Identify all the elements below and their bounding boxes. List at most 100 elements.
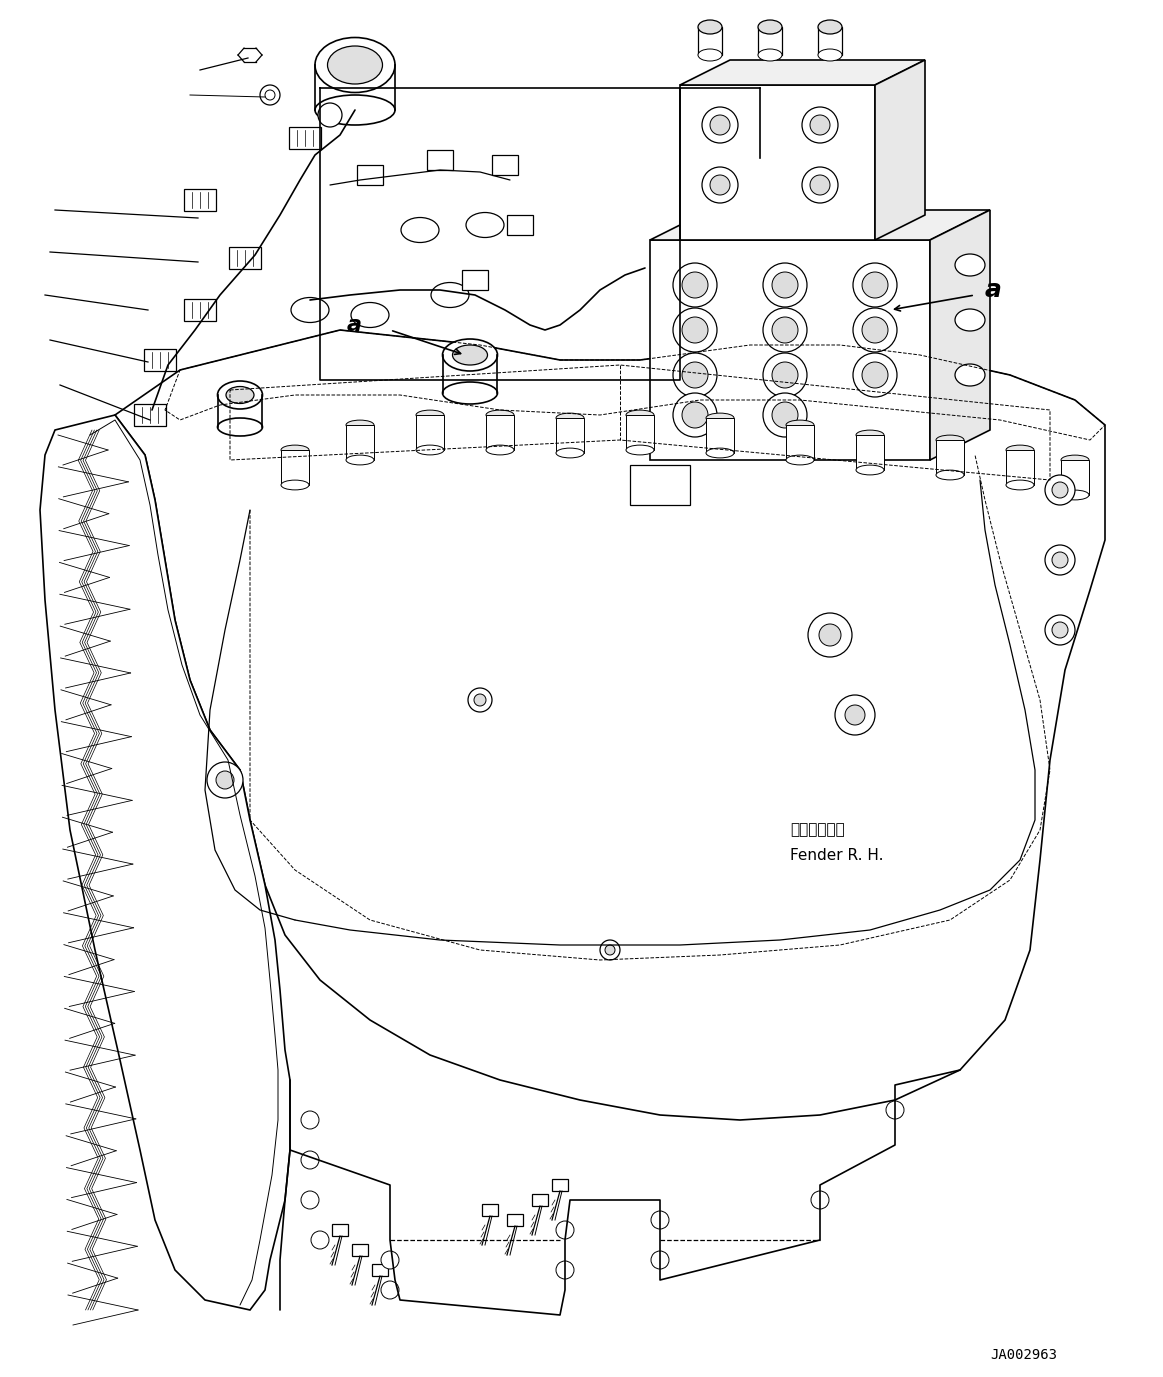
Circle shape [468, 688, 492, 712]
Polygon shape [818, 28, 842, 55]
Polygon shape [115, 330, 1105, 1120]
Ellipse shape [706, 448, 734, 459]
Circle shape [852, 353, 897, 397]
Circle shape [709, 116, 730, 135]
Bar [462, 270, 488, 291]
Polygon shape [680, 85, 875, 240]
Ellipse shape [442, 381, 498, 403]
Ellipse shape [698, 50, 722, 61]
Ellipse shape [818, 21, 842, 34]
Ellipse shape [955, 364, 985, 386]
Bar [481, 1203, 498, 1216]
Circle shape [381, 1250, 399, 1270]
Ellipse shape [315, 95, 395, 125]
Circle shape [846, 705, 865, 726]
Bar [630, 465, 690, 505]
Circle shape [1046, 475, 1075, 505]
Polygon shape [40, 414, 290, 1310]
Polygon shape [698, 28, 722, 55]
Ellipse shape [401, 218, 438, 242]
Circle shape [852, 308, 897, 353]
Bar [706, 419, 734, 453]
Bar [626, 414, 654, 450]
Ellipse shape [626, 410, 654, 420]
Bar [1006, 450, 1034, 485]
Text: a: a [347, 315, 362, 335]
Circle shape [600, 940, 620, 960]
Ellipse shape [856, 430, 884, 439]
Ellipse shape [466, 212, 504, 237]
Circle shape [556, 1221, 575, 1239]
Ellipse shape [758, 50, 782, 61]
Circle shape [1053, 552, 1068, 567]
Circle shape [673, 392, 718, 437]
Ellipse shape [452, 346, 487, 365]
Bar [357, 165, 383, 185]
Circle shape [886, 1102, 904, 1120]
Circle shape [809, 116, 830, 135]
Ellipse shape [217, 419, 263, 437]
Circle shape [673, 353, 718, 397]
Bar [507, 215, 533, 235]
Polygon shape [288, 127, 321, 149]
Circle shape [802, 107, 839, 143]
Ellipse shape [856, 465, 884, 475]
Ellipse shape [556, 448, 584, 459]
Ellipse shape [1061, 490, 1089, 500]
Ellipse shape [706, 413, 734, 423]
Circle shape [763, 308, 807, 353]
Ellipse shape [291, 297, 329, 322]
Circle shape [763, 353, 807, 397]
Ellipse shape [226, 387, 254, 403]
Text: フェンダ　右: フェンダ 右 [790, 822, 844, 837]
Circle shape [709, 175, 730, 196]
Circle shape [862, 317, 889, 343]
Ellipse shape [698, 21, 722, 34]
Text: a: a [985, 278, 1001, 302]
Polygon shape [144, 348, 176, 370]
Bar [347, 425, 374, 460]
Ellipse shape [955, 308, 985, 330]
Ellipse shape [281, 481, 309, 490]
Polygon shape [650, 211, 990, 240]
Ellipse shape [416, 445, 444, 454]
Ellipse shape [556, 413, 584, 423]
Polygon shape [758, 28, 782, 55]
Bar [531, 1194, 548, 1206]
Ellipse shape [486, 410, 514, 420]
Bar [492, 156, 518, 175]
Ellipse shape [328, 45, 383, 84]
Circle shape [862, 273, 889, 297]
Bar [372, 1264, 388, 1276]
Ellipse shape [1061, 456, 1089, 465]
Circle shape [763, 263, 807, 307]
Bar [556, 419, 584, 453]
Ellipse shape [281, 445, 309, 454]
Polygon shape [680, 61, 925, 85]
Circle shape [809, 175, 830, 196]
Polygon shape [650, 240, 930, 460]
Circle shape [1046, 616, 1075, 644]
Ellipse shape [818, 50, 842, 61]
Bar [936, 441, 964, 475]
Circle shape [835, 695, 875, 735]
Circle shape [1053, 622, 1068, 638]
Polygon shape [930, 211, 990, 460]
Text: JA002963: JA002963 [990, 1348, 1057, 1362]
Circle shape [475, 694, 486, 706]
Circle shape [802, 167, 839, 202]
Circle shape [381, 1281, 399, 1299]
Circle shape [651, 1250, 669, 1270]
Bar [856, 435, 884, 470]
Polygon shape [134, 403, 166, 425]
Circle shape [811, 1191, 829, 1209]
Circle shape [1046, 545, 1075, 576]
Polygon shape [184, 189, 216, 211]
Circle shape [819, 624, 841, 646]
Polygon shape [229, 246, 261, 269]
Ellipse shape [626, 445, 654, 454]
Circle shape [207, 761, 243, 799]
Circle shape [682, 317, 708, 343]
Ellipse shape [315, 37, 395, 92]
Circle shape [311, 1231, 329, 1249]
